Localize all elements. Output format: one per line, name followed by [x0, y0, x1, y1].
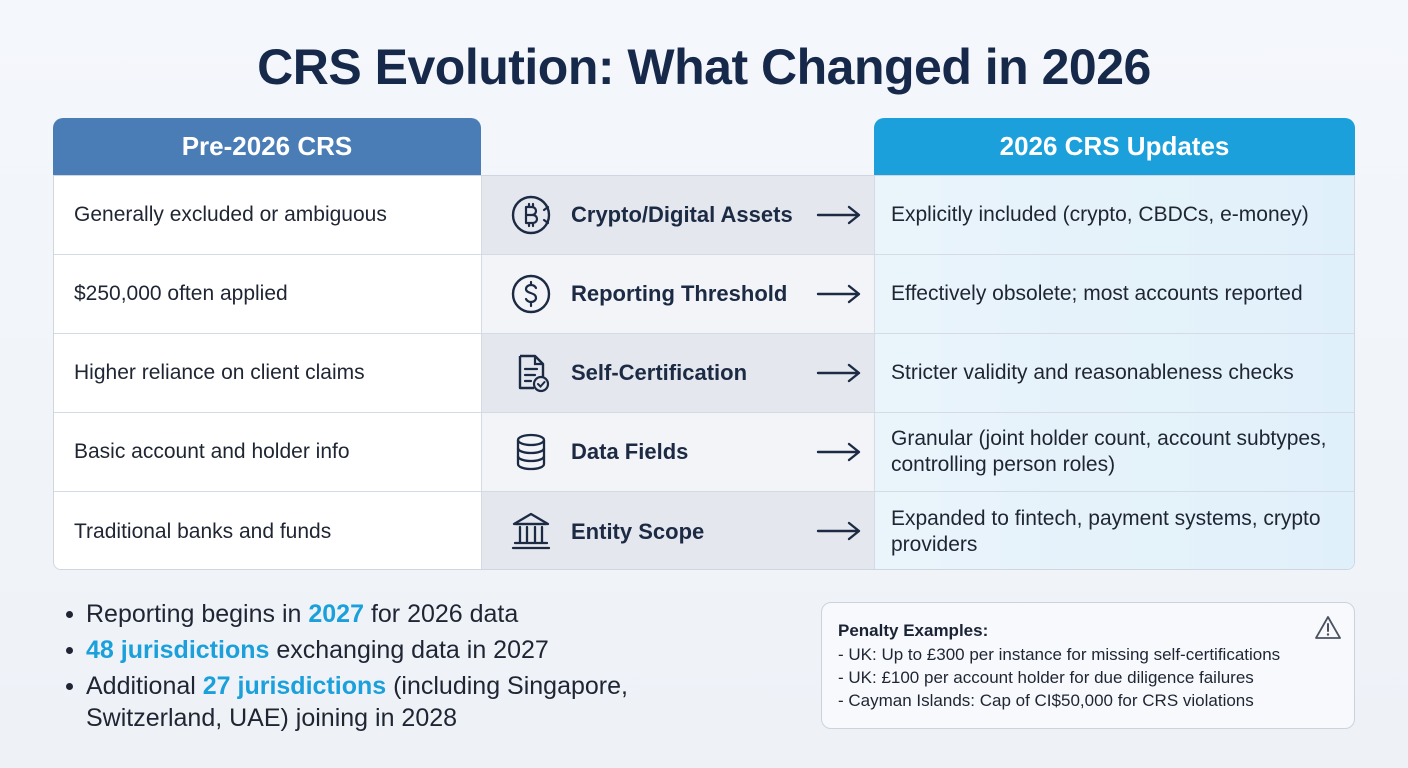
penalty-line: - Cayman Islands: Cap of CI$50,000 for C… — [838, 691, 1254, 710]
pre-2026-cell: Higher reliance on client claims — [54, 334, 482, 412]
pre-2026-cell: Basic account and holder info — [54, 413, 482, 491]
update-cell: Explicitly included (crypto, CBDCs, e-mo… — [875, 176, 1354, 254]
pre-2026-cell: Generally excluded or ambiguous — [54, 176, 482, 254]
table-row: Traditional banks and funds Entity Scope… — [54, 492, 1354, 569]
pre-2026-cell: $250,000 often applied — [54, 255, 482, 333]
table-row: $250,000 often applied Reporting Thresho… — [54, 255, 1354, 334]
penalty-title: Penalty Examples: — [838, 621, 989, 640]
update-cell: Effectively obsolete; most accounts repo… — [875, 255, 1354, 333]
update-cell: Stricter validity and reasonableness che… — [875, 334, 1354, 412]
penalty-examples-box: Penalty Examples: - UK: Up to £300 per i… — [821, 602, 1355, 729]
category-cell: Reporting Threshold — [482, 255, 875, 333]
arrow-right-icon — [816, 284, 861, 304]
header-pre-2026: Pre-2026 CRS — [53, 118, 481, 175]
warning-icon — [1315, 616, 1341, 639]
pre-2026-cell: Traditional banks and funds — [54, 492, 482, 569]
list-item: Additional 27 jurisdictions (including S… — [64, 670, 764, 734]
page-title: CRS Evolution: What Changed in 2026 — [257, 39, 1151, 95]
list-item: 48 jurisdictions exchanging data in 2027 — [64, 634, 764, 666]
category-cell: Data Fields — [482, 413, 875, 491]
category-cell: Crypto/Digital Assets — [482, 176, 875, 254]
category-label: Reporting Threshold — [571, 281, 788, 306]
list-item: Reporting begins in 2027 for 2026 data — [64, 598, 764, 630]
table-row: Basic account and holder info Data Field… — [54, 413, 1354, 492]
penalty-line: - UK: £100 per account holder for due di… — [838, 668, 1254, 687]
comparison-table: Pre-2026 CRS 2026 CRS Updates Generally … — [53, 118, 1355, 570]
arrow-right-icon — [816, 521, 861, 541]
bank-icon — [511, 512, 551, 550]
category-label: Data Fields — [571, 439, 689, 464]
bitcoin-icon — [511, 195, 551, 235]
key-facts-list: Reporting begins in 2027 for 2026 data 4… — [64, 598, 764, 738]
category-label: Entity Scope — [571, 518, 705, 544]
arrow-right-icon — [816, 205, 861, 225]
document-check-icon — [518, 354, 550, 393]
dollar-icon — [511, 274, 551, 314]
category-cell: Self-Certification — [482, 334, 875, 412]
arrow-right-icon — [816, 442, 861, 462]
category-label: Crypto/Digital Assets — [571, 202, 793, 227]
highlight: 48 jurisdictions — [86, 636, 270, 664]
table-row: Generally excluded or ambiguous Crypto/D… — [54, 176, 1354, 255]
arrow-right-icon — [816, 363, 861, 383]
category-cell: Entity Scope — [482, 492, 875, 569]
database-icon — [516, 433, 546, 471]
update-cell: Expanded to fintech, payment systems, cr… — [875, 492, 1354, 569]
highlight: 2027 — [308, 600, 364, 628]
category-label: Self-Certification — [571, 360, 748, 385]
table-row: Higher reliance on client claims Self-Ce… — [54, 334, 1354, 413]
penalty-line: - UK: Up to £300 per instance for missin… — [838, 645, 1281, 664]
header-2026-updates: 2026 CRS Updates — [874, 118, 1355, 175]
update-cell: Granular (joint holder count, account su… — [875, 413, 1354, 491]
table-body: Generally excluded or ambiguous Crypto/D… — [53, 175, 1355, 570]
highlight: 27 jurisdictions — [202, 672, 387, 700]
